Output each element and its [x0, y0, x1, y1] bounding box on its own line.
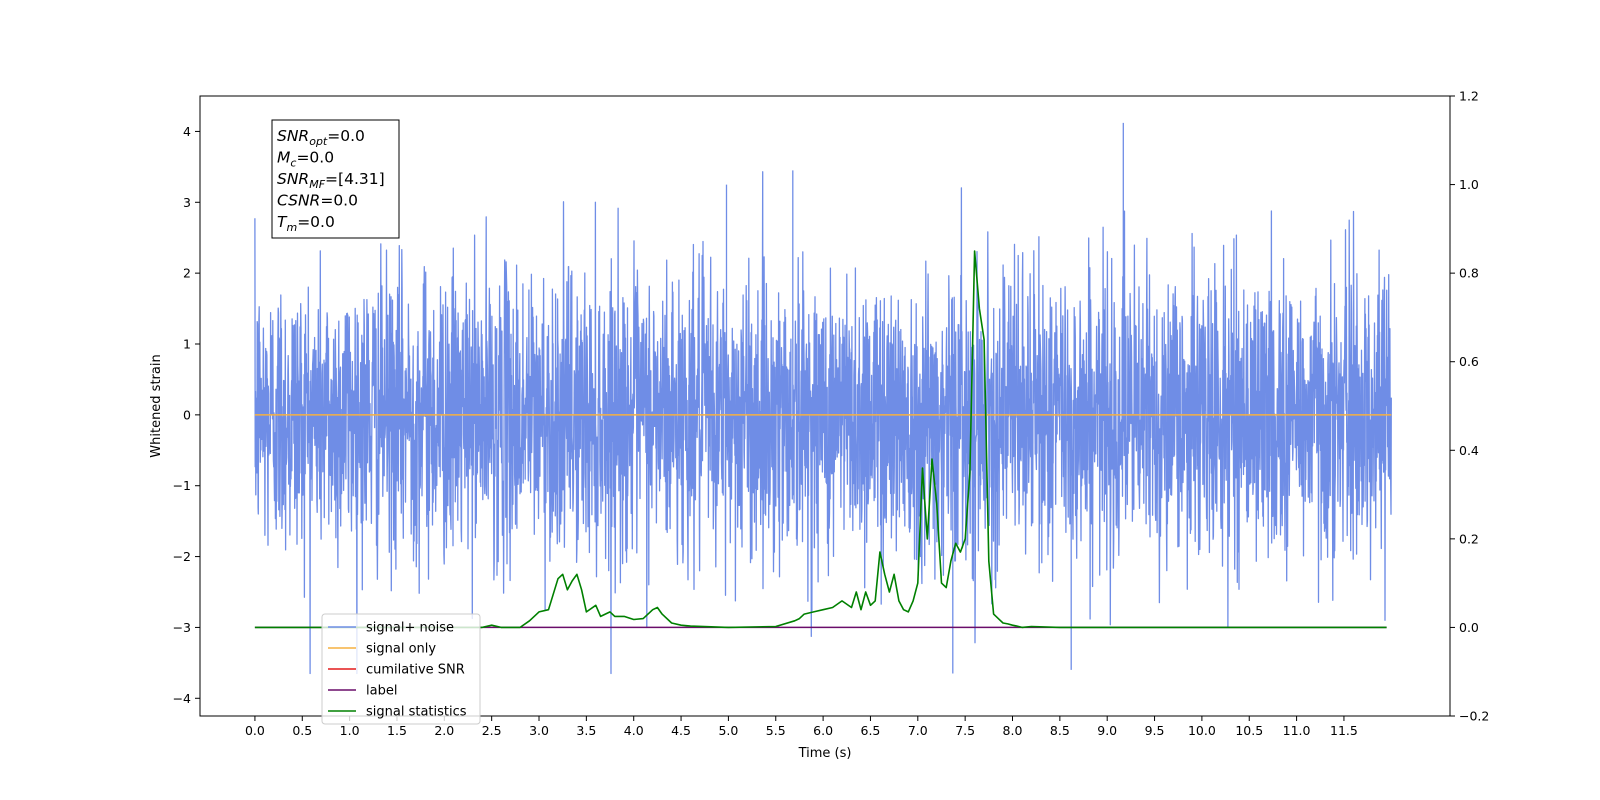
- x-tick-label: 6.5: [861, 723, 881, 738]
- x-tick-label: 1.5: [387, 723, 407, 738]
- x-tick-label: 10.5: [1235, 723, 1263, 738]
- y2-tick-label: 1.0: [1459, 177, 1479, 192]
- x-tick-label: 5.5: [766, 723, 786, 738]
- x-axis: 0.0 0.5 1.0 1.5 2.0 2.5 3.0 3.5 4.0 4.5 5.0 5.5 6.0 6…: [245, 716, 1358, 738]
- annotation-value: =0.0: [297, 213, 335, 231]
- plot-frame: [199, 95, 1451, 717]
- x-tick-label: 2.0: [434, 723, 454, 738]
- x-tick-label: 9.5: [1145, 723, 1165, 738]
- y2-tick-label: 0.0: [1459, 620, 1479, 635]
- annotation-line: Mc=0.0: [277, 149, 334, 170]
- y2-tick-label: 0.6: [1459, 354, 1479, 369]
- x-tick-label: 5.0: [718, 723, 738, 738]
- annotation-value: =[4.31]: [325, 170, 385, 188]
- x-tick-label: 10.0: [1188, 723, 1216, 738]
- annotation-value: =0.0: [296, 149, 334, 167]
- y-axis: −4 −3 −2 −1 0 1 2 3 4: [173, 124, 200, 706]
- x-tick-label: 8.5: [1050, 723, 1070, 738]
- x-tick-label: 4.0: [624, 723, 644, 738]
- x-tick-label: 11.0: [1283, 723, 1311, 738]
- y-tick-label: 0: [183, 407, 191, 422]
- x-tick-label: 6.0: [813, 723, 833, 738]
- annotation-symbol: SNR: [277, 127, 309, 145]
- annotation-subscript: MF: [309, 178, 325, 191]
- y-tick-label: 1: [183, 337, 191, 352]
- y2-tick-label: 1.2: [1459, 89, 1479, 104]
- legend-label: label: [366, 684, 397, 699]
- y2-tick-label: 0.2: [1459, 531, 1479, 546]
- annotation-value: =0.0: [320, 192, 358, 210]
- series-line-signal-noise: [254, 122, 1392, 675]
- x-tick-label: 3.5: [576, 723, 596, 738]
- x-tick-label: 7.5: [955, 723, 975, 738]
- annotation-symbol: T: [277, 213, 288, 231]
- annotation-symbol: SNR: [277, 170, 309, 188]
- annotation-line: Tm=0.0: [277, 213, 335, 234]
- legend-label: signal only: [366, 642, 436, 657]
- x-tick-label: 3.0: [529, 723, 549, 738]
- x-tick-label: 2.5: [482, 723, 502, 738]
- x-tick-label: 0.0: [245, 723, 265, 738]
- x-tick-label: 4.5: [671, 723, 691, 738]
- x-tick-label: 9.0: [1097, 723, 1117, 738]
- annotation-value: =0.0: [327, 127, 365, 145]
- x-tick-label: 7.0: [908, 723, 928, 738]
- annotation-line: CSNR=0.0: [277, 192, 358, 210]
- y-tick-label: −3: [173, 620, 191, 635]
- y-tick-label: 3: [183, 195, 191, 210]
- x-axis-label: Time (s): [798, 746, 852, 761]
- y-tick-label: −2: [173, 549, 191, 564]
- legend-label: cumilative SNR: [366, 663, 465, 678]
- annotation-line: SNRMF=[4.31]: [277, 170, 385, 191]
- x-tick-label: 0.5: [292, 723, 312, 738]
- y-axis-label: Whitened strain: [149, 354, 164, 457]
- legend: signal+ noise signal only cumilative SNR la…: [321, 613, 481, 725]
- y2-axis: −0.2 0.0 0.2 0.4 0.6 0.8 1.0 1.2: [1450, 89, 1489, 724]
- annotation-frame: [271, 119, 400, 239]
- y2-tick-label: 0.8: [1459, 266, 1479, 281]
- annotation-subscript: c: [290, 157, 296, 170]
- legend-label: signal+ noise: [366, 621, 454, 636]
- series-line-signal-statistics: [254, 250, 1387, 629]
- y-tick-label: −1: [173, 478, 191, 493]
- y2-tick-label: −0.2: [1459, 709, 1489, 724]
- legend-label: signal statistics: [366, 705, 467, 720]
- legend-frame: [321, 613, 481, 725]
- x-tick-label: 11.5: [1330, 723, 1358, 738]
- annotation-symbol: M: [277, 149, 290, 167]
- y-tick-label: 4: [183, 124, 191, 139]
- annotation-symbol: CSNR: [277, 192, 320, 210]
- y-tick-label: 2: [183, 266, 191, 281]
- x-tick-label: 8.0: [1003, 723, 1023, 738]
- x-tick-label: 1.0: [340, 723, 360, 738]
- y-tick-label: −4: [173, 691, 191, 706]
- annotation-line: SNRopt=0.0: [277, 127, 365, 148]
- y2-tick-label: 0.4: [1459, 443, 1479, 458]
- annotation-box: SNRopt=0.0Mc=0.0SNRMF=[4.31]CSNR=0.0Tm=0…: [271, 119, 400, 239]
- annotation-subscript: opt: [309, 135, 328, 148]
- annotation-subscript: m: [286, 221, 297, 234]
